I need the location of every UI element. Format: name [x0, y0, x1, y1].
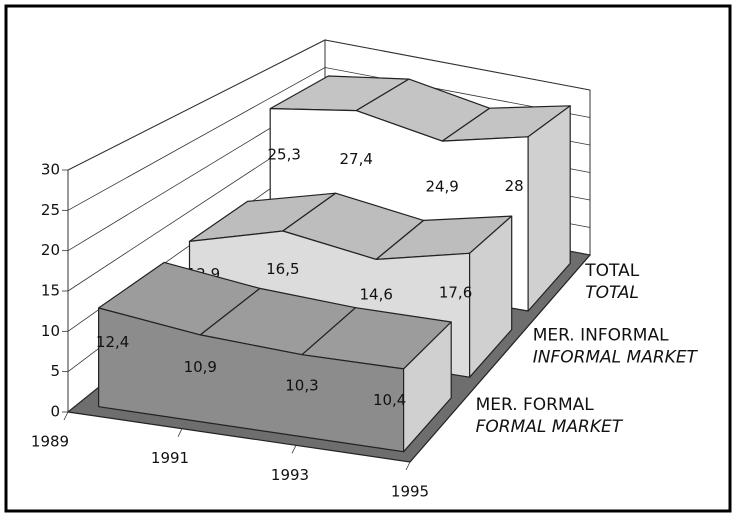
y-tick-label: 15 [41, 282, 60, 300]
grid-line [67, 67, 591, 211]
x-tick [291, 445, 297, 454]
value-label: 27,4 [339, 150, 372, 168]
y-tick-label: 25 [41, 201, 60, 219]
ribbon-end [469, 215, 513, 378]
ribbon: 12,4 10,9 10,3 10,4 [96, 261, 452, 453]
x-tick [177, 428, 183, 437]
value-label: 10,9 [184, 358, 217, 376]
legend-translation: TOTAL [585, 283, 639, 303]
y-tick-label: 10 [41, 322, 60, 340]
value-label: 14,6 [359, 285, 392, 303]
y-tick-label: 20 [41, 241, 60, 259]
y-tick-label: 5 [50, 362, 60, 380]
legend-translation: FORMAL MARKET [476, 417, 624, 437]
value-label: 10,3 [285, 377, 318, 395]
grid-line [67, 39, 591, 171]
value-label: 10,4 [373, 391, 406, 409]
x-tick-label: 1989 [31, 433, 69, 451]
legend-label: MER. FORMAL [476, 395, 595, 415]
legend-translation: INFORMAL MARKET [533, 347, 699, 367]
legend-label: TOTAL [584, 261, 639, 281]
value-label: 16,5 [266, 260, 299, 278]
y-tick-label: 0 [50, 403, 60, 421]
value-label: 28 [505, 177, 524, 195]
value-label: 17,6 [439, 284, 472, 302]
value-label: 24,9 [425, 178, 458, 196]
value-label: 25,3 [268, 146, 301, 164]
x-tick-label: 1995 [391, 483, 429, 501]
legend-label: MER. INFORMAL [533, 325, 669, 345]
x-tick-label: 1993 [271, 466, 309, 484]
x-tick-label: 1991 [151, 449, 189, 467]
ribbon-end [403, 321, 452, 453]
value-label: 12,4 [96, 333, 129, 351]
x-tick [405, 461, 411, 471]
y-tick-label: 30 [41, 161, 60, 179]
ribbon-end [527, 105, 571, 312]
x-tick [63, 411, 69, 421]
